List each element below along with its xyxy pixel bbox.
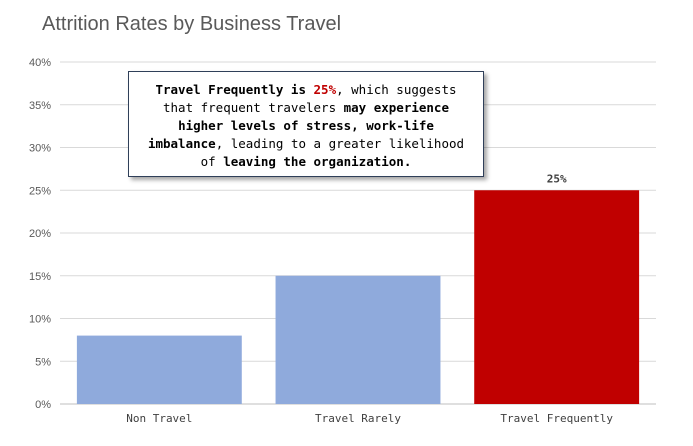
callout-text-segment: Travel Frequently is <box>155 82 314 97</box>
callout-text-segment: , leading to a greater likelihood of <box>200 136 465 169</box>
category-label: Non Travel <box>126 412 192 425</box>
category-label: Travel Frequently <box>500 412 613 425</box>
y-tick-label: 25% <box>29 185 51 197</box>
y-tick-label: 5% <box>35 356 51 368</box>
y-tick-label: 0% <box>35 399 51 411</box>
bar <box>76 335 242 404</box>
callout-text-segment: 25% <box>313 82 337 97</box>
y-tick-label: 35% <box>29 100 51 112</box>
y-tick-label: 40% <box>29 57 51 69</box>
y-tick-label: 20% <box>29 228 51 240</box>
y-tick-label: 10% <box>29 314 51 326</box>
data-label: 25% <box>547 172 567 185</box>
y-tick-label: 15% <box>29 271 51 283</box>
callout-text-segment: may experience higher levels of stress, … <box>147 100 449 151</box>
y-tick-label: 30% <box>29 143 51 155</box>
callout-text-segment: , which suggests that frequent travelers <box>163 82 457 115</box>
insight-callout: Travel Frequently is 25%, which suggests… <box>128 71 484 177</box>
bar <box>474 190 640 404</box>
callout-text-segment: leaving the organization. <box>223 154 412 169</box>
bar <box>275 275 441 404</box>
category-label: Travel Rarely <box>315 412 401 425</box>
chart-title: Attrition Rates by Business Travel <box>42 13 342 35</box>
